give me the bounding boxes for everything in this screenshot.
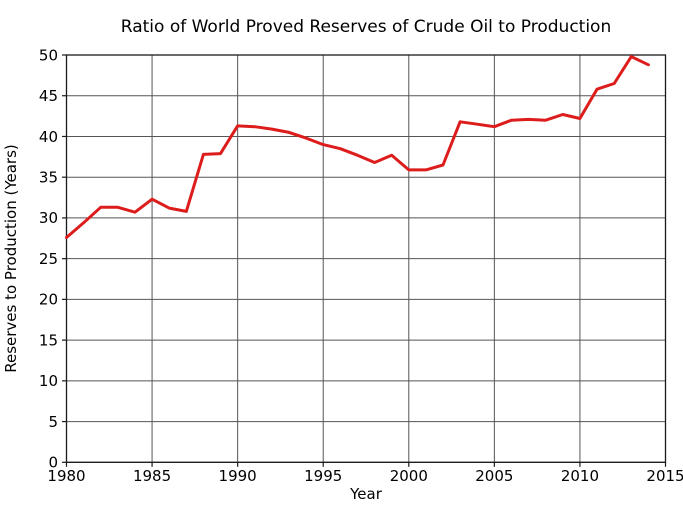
x-axis-label: Year: [349, 485, 383, 503]
y-tick-label: 5: [48, 413, 58, 431]
x-tick-label: 1980: [47, 467, 85, 485]
plot-border: [65, 54, 667, 463]
chart-title: Ratio of World Proved Reserves of Crude …: [121, 17, 611, 37]
y-tick-label: 30: [39, 209, 58, 227]
x-tick-label: 1995: [304, 467, 342, 485]
y-tick-label: 25: [39, 250, 58, 268]
y-tick-label: 40: [39, 128, 58, 146]
y-tick-label: 45: [39, 87, 58, 105]
plot-area: 1980 1985 1990 1995 2000 2005 2010 2015 0 5 10 15 20…: [39, 46, 683, 485]
data-line: [65, 55, 650, 239]
x-tick-label: 1990: [219, 467, 257, 485]
x-tick-label: 1985: [133, 467, 171, 485]
y-tick-label: 15: [39, 331, 58, 349]
x-tick-label: 2010: [561, 467, 599, 485]
y-tick-label: 20: [39, 291, 58, 309]
y-tick-label: 50: [39, 46, 58, 64]
y-tick-label: 35: [39, 168, 58, 186]
x-tick-label: 2005: [475, 467, 513, 485]
y-axis-label: Reserves to Production (Years): [2, 144, 20, 373]
y-tick-label: 0: [48, 454, 58, 472]
y-tick-label: 10: [39, 372, 58, 390]
x-tick-label: 2000: [390, 467, 428, 485]
x-tick-label: 2015: [646, 467, 683, 485]
